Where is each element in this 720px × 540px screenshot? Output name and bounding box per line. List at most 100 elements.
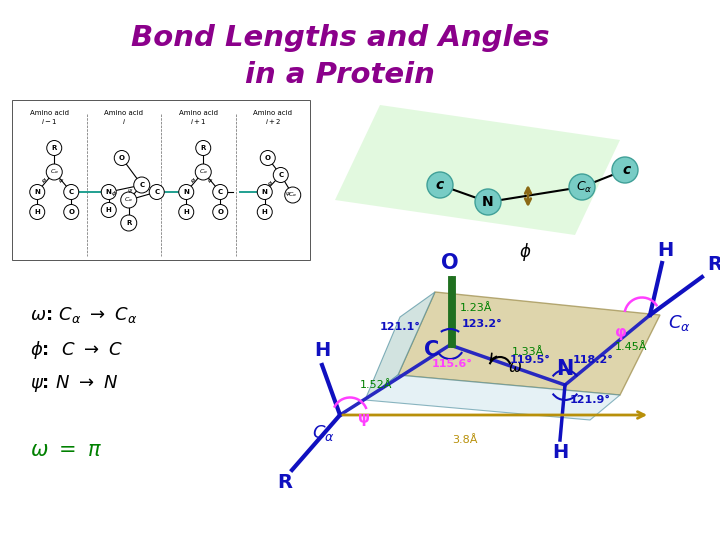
Text: C: C (68, 189, 74, 195)
Circle shape (114, 151, 130, 165)
Text: Amino acid
$i+1$: Amino acid $i+1$ (179, 110, 217, 126)
Text: R: R (126, 220, 132, 226)
Text: Amino acid
$i-1$: Amino acid $i-1$ (30, 110, 68, 126)
Text: ψ: ψ (358, 411, 370, 426)
Text: 1.23Å: 1.23Å (460, 303, 492, 313)
Text: Amino acid
$i+2$: Amino acid $i+2$ (253, 110, 292, 126)
Text: H: H (657, 240, 673, 260)
Text: $\phi$: $\phi$ (41, 176, 48, 185)
Text: C: C (278, 172, 283, 178)
Text: c: c (623, 163, 631, 177)
Text: C: C (424, 340, 440, 360)
Circle shape (134, 177, 150, 193)
Circle shape (30, 205, 45, 219)
Text: $\phi$:  $\mathit{C}$ $\rightarrow$ $\mathit{C}$: $\phi$: $\mathit{C}$ $\rightarrow$ $\mat… (30, 339, 123, 361)
Text: 115.6°: 115.6° (432, 359, 473, 369)
Text: $C_\alpha$: $C_\alpha$ (312, 423, 335, 443)
Text: 1.33Å: 1.33Å (512, 347, 544, 357)
Circle shape (46, 164, 62, 180)
Text: $C_\alpha$: $C_\alpha$ (199, 167, 208, 177)
Text: 1.52Å: 1.52Å (360, 380, 392, 390)
Text: $\omega$: $\mathit{C_\alpha}$ $\rightarrow$ $\mathit{C_\alpha}$: $\omega$: $\mathit{C_\alpha}$ $\rightarr… (30, 305, 138, 325)
Circle shape (102, 185, 116, 199)
Text: N: N (262, 189, 268, 195)
Text: $\psi$: $\psi$ (284, 190, 291, 198)
Bar (12, 100, 310, 260)
Text: $\omega$ $=$ $\pi$: $\omega$ $=$ $\pi$ (30, 440, 102, 460)
Text: Amino acid
$i$: Amino acid $i$ (104, 110, 143, 126)
Text: 119.5°: 119.5° (510, 355, 551, 365)
Text: O: O (68, 209, 74, 215)
Circle shape (427, 172, 453, 198)
Circle shape (195, 164, 211, 180)
Circle shape (569, 174, 595, 200)
Circle shape (260, 151, 275, 165)
Circle shape (284, 187, 301, 203)
Text: O: O (217, 209, 223, 215)
Text: $C_\alpha$: $C_\alpha$ (668, 313, 690, 333)
Text: C: C (217, 189, 222, 195)
Text: 1.45Å: 1.45Å (615, 342, 647, 352)
Text: 121.9°: 121.9° (570, 395, 611, 405)
Circle shape (196, 140, 211, 156)
Text: 3.8Å: 3.8Å (452, 435, 477, 445)
Text: $\phi$: $\phi$ (519, 241, 531, 263)
Text: H: H (552, 443, 568, 462)
Text: $C_\alpha$: $C_\alpha$ (288, 191, 297, 199)
Text: N: N (184, 189, 189, 195)
Circle shape (64, 205, 78, 219)
Text: in a Protein: in a Protein (245, 61, 435, 89)
Text: 118.2°: 118.2° (573, 355, 614, 365)
Circle shape (30, 185, 45, 199)
Circle shape (212, 185, 228, 199)
Text: $\psi$: $N$ $\rightarrow$ $N$: $\psi$: $N$ $\rightarrow$ $N$ (30, 373, 118, 394)
Text: $C_\alpha$: $C_\alpha$ (124, 195, 133, 205)
Circle shape (121, 192, 137, 208)
Text: 121.1°: 121.1° (380, 322, 421, 332)
Circle shape (64, 185, 78, 199)
Circle shape (47, 140, 62, 156)
Text: $\psi$: $\psi$ (58, 177, 65, 185)
Text: H: H (106, 207, 112, 213)
Circle shape (179, 185, 194, 199)
Polygon shape (365, 375, 620, 420)
Text: N: N (482, 195, 494, 209)
Text: H: H (35, 209, 40, 215)
Text: $C_\alpha$: $C_\alpha$ (576, 179, 592, 194)
Circle shape (179, 205, 194, 219)
Circle shape (212, 205, 228, 219)
Circle shape (121, 215, 137, 231)
Text: $\psi$: $\psi$ (207, 177, 213, 185)
Text: N: N (35, 189, 40, 195)
Circle shape (257, 205, 272, 219)
Text: R: R (201, 145, 206, 151)
Text: R: R (708, 255, 720, 274)
Text: N: N (557, 359, 574, 379)
Circle shape (475, 189, 501, 215)
Text: R: R (52, 145, 57, 151)
Text: O: O (119, 155, 125, 161)
Text: $C_\alpha$: $C_\alpha$ (50, 167, 59, 177)
Text: φ: φ (615, 325, 627, 340)
Text: $\psi$: $\psi$ (127, 187, 133, 195)
Text: C: C (139, 182, 144, 188)
Text: Bond Lengths and Angles: Bond Lengths and Angles (131, 24, 549, 52)
Circle shape (274, 167, 288, 183)
Text: O: O (265, 155, 271, 161)
Text: H: H (184, 209, 189, 215)
Circle shape (102, 202, 116, 218)
Text: C: C (154, 189, 159, 195)
Text: c: c (436, 178, 444, 192)
Text: 123.2°: 123.2° (462, 319, 503, 329)
Text: $\phi$: $\phi$ (190, 176, 196, 185)
Circle shape (257, 185, 272, 199)
Text: N: N (106, 189, 112, 195)
Polygon shape (398, 292, 660, 395)
Text: R: R (277, 474, 292, 492)
Circle shape (612, 157, 638, 183)
Polygon shape (365, 292, 435, 400)
Circle shape (149, 185, 164, 199)
Text: H: H (262, 209, 268, 215)
Text: H: H (314, 341, 330, 360)
Polygon shape (335, 105, 620, 235)
